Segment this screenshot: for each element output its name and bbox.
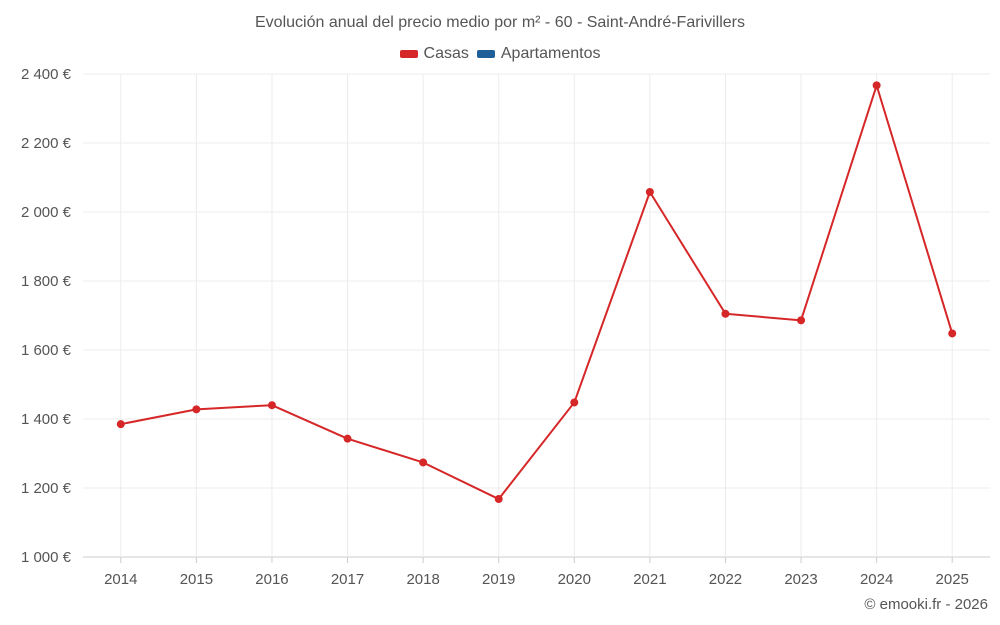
data-point [494, 495, 503, 504]
data-point [419, 458, 428, 467]
y-tick-label: 2 000 € [21, 204, 72, 221]
x-tick-label: 2015 [180, 571, 213, 588]
data-point [116, 420, 125, 429]
y-tick-label: 1 800 € [21, 273, 72, 290]
data-point [267, 401, 276, 410]
x-tick-label: 2023 [784, 571, 817, 588]
legend-label-apartamentos: Apartamentos [500, 45, 601, 62]
legend: Casas Apartamentos [0, 45, 1000, 63]
x-tick-label: 2018 [406, 571, 439, 588]
x-tick-label: 2024 [860, 571, 893, 588]
x-tick-label: 2014 [104, 571, 137, 588]
legend-label-casas: Casas [423, 45, 469, 62]
x-tick-label: 2016 [255, 571, 288, 588]
x-tick-label: 2022 [709, 571, 742, 588]
legend-swatch-casas [399, 50, 418, 58]
y-tick-label: 1 400 € [21, 411, 72, 428]
legend-item-casas[interactable]: Casas [399, 45, 469, 63]
data-point [343, 434, 352, 443]
y-tick-label: 1 600 € [21, 342, 72, 359]
data-point [570, 398, 579, 407]
x-tick-label: 2025 [936, 571, 969, 588]
x-tick-label: 2017 [331, 571, 364, 588]
chart-title: Evolución anual del precio medio por m² … [255, 14, 745, 31]
data-point [721, 309, 730, 318]
y-tick-label: 1 000 € [21, 549, 72, 566]
data-point [645, 187, 654, 196]
data-point [948, 329, 957, 338]
x-tick-label: 2019 [482, 571, 515, 588]
series-line-0 [120, 84, 954, 501]
data-point [797, 316, 806, 325]
y-tick-label: 1 200 € [21, 480, 72, 497]
x-tick-label: 2020 [558, 571, 591, 588]
data-point [192, 405, 201, 414]
credit-text: © emooki.fr - 2026 [864, 596, 988, 613]
x-tick-label: 2021 [633, 571, 666, 588]
y-tick-label: 2 400 € [21, 66, 72, 83]
y-tick-label: 2 200 € [21, 135, 72, 152]
legend-item-apartamentos[interactable]: Apartamentos [476, 45, 601, 63]
legend-swatch-apartamentos [476, 50, 495, 58]
data-point [872, 81, 881, 90]
